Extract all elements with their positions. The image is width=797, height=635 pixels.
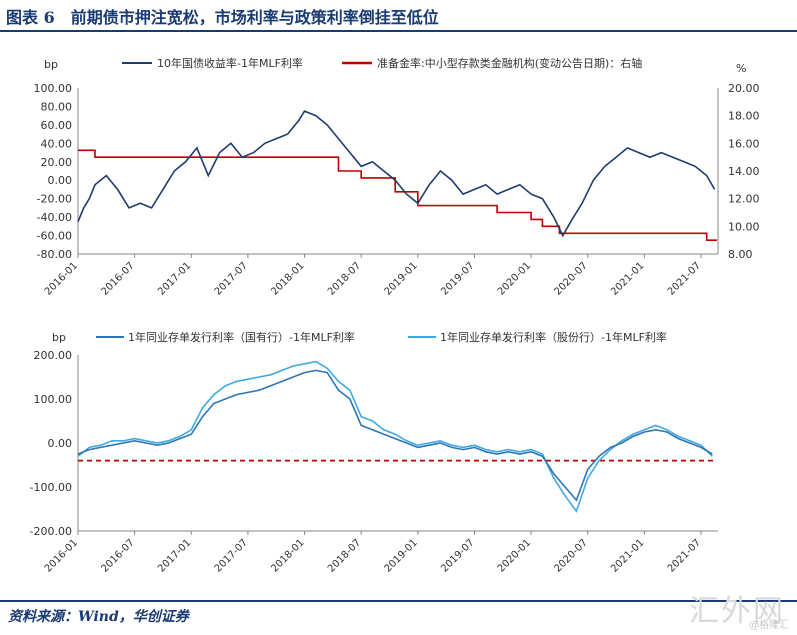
y-left-tick-label: 60.00 (41, 119, 73, 132)
y-left-tick-label: -40.00 (37, 211, 72, 224)
title-rule (0, 30, 797, 32)
y-left-tick-label: 20.00 (41, 156, 73, 169)
y-right-tick-label: 10.00 (728, 220, 760, 233)
x-tick-label: 2019-01 (383, 260, 420, 297)
x-tick-label: 2019-07 (439, 260, 476, 297)
x-tick-label: 2017-07 (213, 537, 250, 574)
x-tick-label: 2017-01 (156, 537, 193, 574)
y-left-tick-label: 40.00 (41, 137, 73, 150)
watermark: 汇外网 (689, 594, 785, 629)
series-line-joint-stock (77, 360, 713, 513)
source-note: 资料来源：Wind，华创证券 (8, 609, 189, 625)
source-rule (0, 600, 797, 602)
x-tick-label: 2020-07 (553, 537, 590, 574)
x-tick-label: 2020-01 (496, 260, 533, 297)
x-tick-label: 2018-01 (269, 260, 306, 297)
y-left-tick-label: 100.00 (34, 82, 73, 95)
x-tick-label: 2021-07 (666, 260, 703, 297)
x-tick-label: 2020-01 (496, 537, 533, 574)
y-left-tick-label: 0.00 (48, 174, 73, 187)
x-tick-label: 2021-01 (609, 260, 646, 297)
legend-label: 准备金率:中小型存款类金融机构(变动公告日期)：右轴 (377, 56, 642, 70)
x-tick-label: 2016-07 (99, 260, 136, 297)
y-left-tick-label: -20.00 (37, 193, 72, 206)
x-tick-label: 2020-07 (553, 260, 590, 297)
y-left-tick-label: -60.00 (37, 230, 72, 243)
y-right-tick-label: 14.00 (728, 165, 760, 178)
x-tick-label: 2016-01 (43, 260, 80, 297)
y-left-tick-label: -80.00 (37, 248, 72, 261)
page-title: 图表 6 前期债市押注宽松，市场利率与政策利率倒挂至低位 (6, 8, 439, 27)
legend-label: 10年国债收益率-1年MLF利率 (157, 56, 303, 70)
y-tick-label: 100.00 (34, 393, 73, 406)
series-line-state-banks (77, 369, 713, 502)
y-right-tick-label: 18.00 (728, 110, 760, 123)
y-axis-right-label: % (736, 62, 746, 75)
x-tick-label: 2016-07 (99, 537, 136, 574)
x-tick-label: 2018-01 (269, 537, 306, 574)
legend-label: 1年同业存单发行利率（股份行）-1年MLF利率 (440, 330, 667, 344)
chart-1: bp % 100.00 80.00 60.00 40.00 20.00 0.00 -20.00 -… (34, 56, 760, 298)
x-tick-label: 2016-01 (43, 537, 80, 574)
x-tick-label: 2019-01 (383, 537, 420, 574)
y-tick-label: 0.00 (48, 437, 73, 450)
y-tick-label: -100.00 (30, 481, 72, 494)
y-right-tick-label: 16.00 (728, 137, 760, 150)
y-axis-label: bp (52, 331, 66, 344)
x-tick-label: 2021-07 (666, 537, 703, 574)
y-tick-label: 200.00 (34, 349, 73, 362)
y-axis-left-label: bp (44, 58, 58, 71)
series-line-10y-spread (77, 110, 716, 238)
x-tick-label: 2021-01 (609, 537, 646, 574)
y-right-tick-label: 20.00 (728, 82, 760, 95)
y-tick-label: -200.00 (30, 525, 72, 538)
y-right-tick-label: 12.00 (728, 193, 760, 206)
x-tick-label: 2017-01 (156, 260, 193, 297)
x-tick-label: 2018-07 (326, 260, 363, 297)
watermark-sub: @格隆汇 (749, 620, 789, 631)
x-tick-label: 2017-07 (213, 260, 250, 297)
y-left-tick-label: 80.00 (41, 100, 73, 113)
x-tick-label: 2019-07 (439, 537, 476, 574)
x-tick-label: 2018-07 (326, 537, 363, 574)
legend-label: 1年同业存单发行利率（国有行）-1年MLF利率 (128, 330, 355, 344)
y-right-tick-label: 8.00 (728, 248, 753, 261)
series-line-rrr (78, 149, 717, 241)
